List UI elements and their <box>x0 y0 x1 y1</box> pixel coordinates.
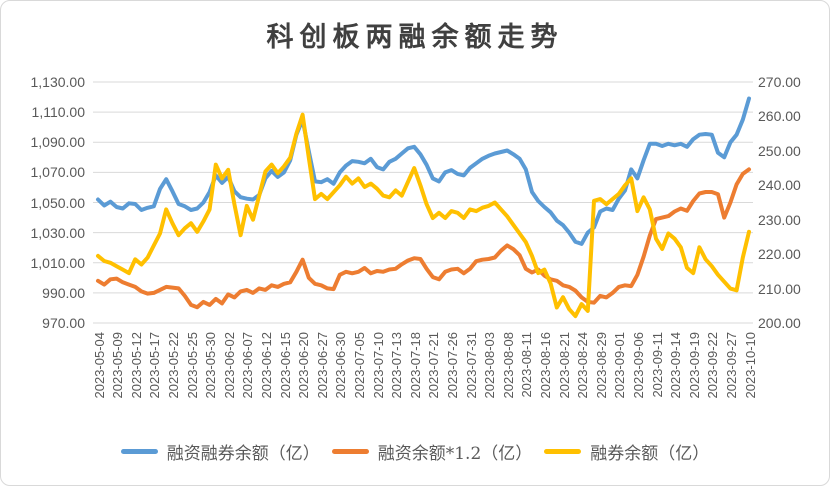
legend-item-margin-total: 融资融券余额（亿） <box>120 439 320 464</box>
y-axis-right-tick: 240.00 <box>758 177 801 194</box>
x-axis-tick: 2023-09-06 <box>630 332 646 399</box>
y-axis-left-tick: 1,090.00 <box>30 134 86 151</box>
blue-line-swatch-icon <box>120 449 158 454</box>
x-axis-tick: 2023-08-21 <box>556 332 572 399</box>
x-axis-tick: 2023-06-15 <box>277 332 293 399</box>
y-axis-left-tick: 1,050.00 <box>30 194 86 211</box>
y-axis-left-tick: 1,070.00 <box>30 164 86 181</box>
y-axis-left-tick: 1,010.00 <box>30 254 86 271</box>
y-axis-right-tick: 220.00 <box>758 246 801 263</box>
x-axis-tick: 2023-07-13 <box>389 332 405 399</box>
y-axis-right-tick: 230.00 <box>758 211 801 228</box>
y-axis-right-tick: 270.00 <box>758 74 801 90</box>
y-axis-right-tick: 200.00 <box>758 315 801 331</box>
x-axis-tick: 2023-06-12 <box>258 332 274 399</box>
x-axis-tick: 2023-05-04 <box>91 332 107 399</box>
x-axis-tick: 2023-09-01 <box>612 332 628 399</box>
x-axis-tick: 2023-06-20 <box>296 332 312 399</box>
x-axis-tick: 2023-08-16 <box>537 332 553 399</box>
x-axis-tick: 2023-09-27 <box>723 332 739 399</box>
x-axis-tick: 2023-09-19 <box>686 332 702 399</box>
series-lines <box>96 96 751 319</box>
x-axis-tick: 2023-07-18 <box>407 332 423 399</box>
y-axis-right-tick: 260.00 <box>758 108 801 125</box>
x-axis-tick: 2023-07-05 <box>351 332 367 399</box>
series-line-1 <box>96 167 751 310</box>
x-axis-tick: 2023-06-30 <box>333 332 349 399</box>
y-axis-left-tick: 1,030.00 <box>30 224 86 241</box>
x-axis-tick: 2023-07-21 <box>426 332 442 399</box>
x-axis-tick: 2023-06-27 <box>314 332 330 399</box>
x-axis-tick: 2023-09-22 <box>705 332 721 399</box>
x-axis-tick: 2023-09-14 <box>668 332 684 399</box>
x-axis-tick: 2023-06-02 <box>221 332 237 399</box>
legend-item-financing: 融资余额*1.2（亿） <box>331 439 533 464</box>
x-axis-tick: 2023-05-30 <box>203 332 219 399</box>
x-axis-tick: 2023-07-31 <box>463 332 479 399</box>
y-axis-left-tick: 970.00 <box>42 315 85 331</box>
x-axis-tick: 2023-08-11 <box>519 332 535 398</box>
x-axis-tick: 2023-08-29 <box>593 332 609 399</box>
y-axis-left-tick: 1,130.00 <box>30 74 86 90</box>
y-axis-left-tick: 1,110.00 <box>31 104 85 121</box>
legend-label: 融资余额*1.2（亿） <box>377 444 533 464</box>
x-axis-tick: 2023-06-07 <box>240 332 256 399</box>
orange-line-swatch-icon <box>331 449 369 454</box>
x-axis-tick: 2023-08-03 <box>482 332 498 399</box>
gridlines <box>93 81 753 324</box>
x-axis-tick: 2023-07-26 <box>444 332 460 399</box>
series-line-2 <box>96 112 751 319</box>
x-axis-tick: 2023-08-08 <box>500 332 516 399</box>
legend-item-securities-lending: 融券余额（亿） <box>544 439 709 464</box>
chart-title: 科创板两融余额走势 <box>266 22 564 53</box>
x-axis-tick: 2023-05-25 <box>184 332 200 399</box>
x-axis-tick: 2023-05-17 <box>147 332 163 399</box>
x-axis-tick: 2023-07-10 <box>370 332 386 399</box>
y-axis-right-tick: 250.00 <box>758 142 801 159</box>
x-axis-tick: 2023-05-09 <box>110 332 126 399</box>
x-axis-tick: 2023-09-11 <box>649 332 665 398</box>
legend: 融资融券余额（亿） 融资余额*1.2（亿） 融券余额（亿） <box>1 439 829 464</box>
legend-label: 融资融券余额（亿） <box>166 444 320 464</box>
x-axis-tick: 2023-10-10 <box>742 332 758 399</box>
x-axis-tick: 2023-05-12 <box>128 332 144 399</box>
y-axis-right-tick: 210.00 <box>758 280 801 297</box>
yellow-line-swatch-icon <box>544 449 582 454</box>
legend-label: 融券余额（亿） <box>590 444 710 464</box>
x-axis-tick: 2023-08-24 <box>575 332 591 399</box>
x-axis-tick: 2023-05-22 <box>165 332 181 399</box>
y-axis-left-tick: 990.00 <box>42 284 85 301</box>
series-line-0 <box>96 96 751 246</box>
